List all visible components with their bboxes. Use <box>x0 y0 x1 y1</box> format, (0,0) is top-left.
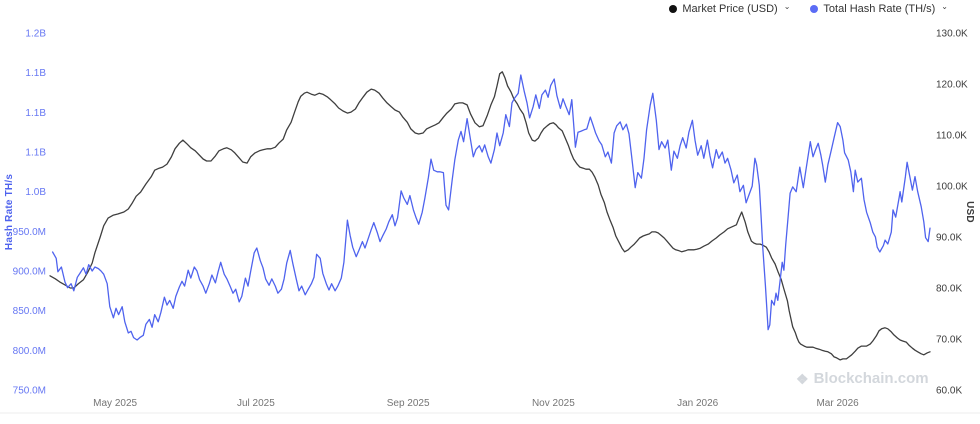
blockchain-watermark: ❖ Blockchain.com <box>796 370 929 387</box>
left-axis-tick: 950.0M <box>13 227 46 238</box>
chevron-down-icon: ⌄ <box>783 1 791 11</box>
hash-rate-line <box>51 74 931 341</box>
left-axis-tick: 900.0M <box>13 267 46 278</box>
watermark-text: Blockchain.com <box>813 370 929 387</box>
left-axis-tick: 1.1B <box>25 108 46 119</box>
left-axis-tick: 1.2B <box>25 29 46 40</box>
blockchain-logo-icon: ❖ <box>796 370 809 387</box>
left-axis-title: Hash Rate TH/s <box>4 173 15 251</box>
x-axis-tick: Mar 2026 <box>816 398 859 409</box>
right-axis-tick: 110.0K <box>936 131 967 142</box>
right-axis-tick: 130.0K <box>936 29 968 40</box>
legend-item-hash-rate[interactable]: Total Hash Rate (TH/s) ⌄ <box>810 1 948 15</box>
legend-item-market-price[interactable]: Market Price (USD) ⌄ <box>669 1 791 15</box>
market-price-line <box>49 71 931 361</box>
left-axis-tick: 1.1B <box>25 148 46 159</box>
hash-rate-dot-icon <box>810 5 819 13</box>
x-axis-tick: Jan 2026 <box>677 398 719 409</box>
left-axis-tick: 800.0M <box>13 346 46 357</box>
x-axis-tick: Jul 2025 <box>237 398 275 409</box>
x-axis-tick: Nov 2025 <box>532 398 575 409</box>
right-axis-tick: 60.0K <box>936 386 962 397</box>
right-axis-title: USD <box>964 201 975 223</box>
left-axis-tick: 1.0B <box>25 187 46 198</box>
x-axis-tick: May 2025 <box>93 398 137 409</box>
left-axis-tick: 850.0M <box>13 306 46 317</box>
right-axis-tick: 80.0K <box>936 284 962 295</box>
left-axis-tick: 750.0M <box>13 386 46 397</box>
right-axis-tick: 100.0K <box>936 182 968 193</box>
right-axis-tick: 120.0K <box>936 80 968 91</box>
legend-label-market-price: Market Price (USD) <box>682 3 778 15</box>
right-axis-tick: 70.0K <box>936 335 962 346</box>
chart-legend: Market Price (USD) ⌄ Total Hash Rate (TH… <box>669 1 948 15</box>
market-price-dot-icon <box>669 5 678 13</box>
left-axis-tick: 1.1B <box>25 68 46 79</box>
right-axis-tick: 90.0K <box>936 233 962 244</box>
legend-label-hash-rate: Total Hash Rate (TH/s) <box>823 3 936 15</box>
x-axis-tick: Sep 2025 <box>387 398 430 409</box>
chevron-down-icon: ⌄ <box>941 1 948 11</box>
